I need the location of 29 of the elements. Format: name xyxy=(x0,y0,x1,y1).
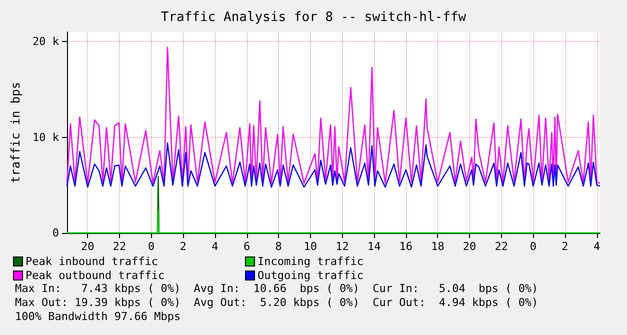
x-tick-label: 10 xyxy=(304,240,318,253)
x-tick-label: 22 xyxy=(494,240,508,253)
x-tick-label: 2 xyxy=(562,240,568,253)
x-tick-label: 20 xyxy=(81,240,94,253)
x-tick-label: 18 xyxy=(431,240,444,253)
legend-label: Outgoing traffic xyxy=(258,269,364,282)
x-tick-label: 4 xyxy=(594,240,601,253)
y-tick-label: 0 xyxy=(52,226,59,240)
y-tick-label: 10 k xyxy=(32,130,60,144)
legend-label: Peak inbound traffic xyxy=(26,255,158,268)
y-tick-label: 20 k xyxy=(32,35,60,48)
x-tick-label: 2 xyxy=(180,240,186,253)
text: Max Out: 19.39 kbps ( 0%) Avg Out: 5.20 kbps ( 0%) Cur Out: 4.94 kbps ( 0%) xyxy=(15,296,538,309)
x-tick-label: 12 xyxy=(336,240,349,253)
x-tick-label: 8 xyxy=(275,240,282,253)
x-tick-label: 6 xyxy=(243,240,250,253)
text: Max In: 7.43 kbps ( 0%) Avg In: 10.66 bps ( 0%) Cur In: 5.04 bps ( 0%) xyxy=(15,282,538,295)
x-tick-label: 16 xyxy=(399,240,413,253)
chart-title: Traffic Analysis for 8 -- switch-hl-ffw xyxy=(160,10,466,25)
x-tick-label: 0 xyxy=(148,240,155,253)
legend-label: Incoming traffic xyxy=(258,255,364,268)
x-tick-label: 22 xyxy=(112,240,126,253)
x-tick-label: 0 xyxy=(530,240,536,253)
text: 100% Bandwidth 97.66 Mbps xyxy=(15,310,181,323)
x-tick-label: 20 xyxy=(462,240,476,253)
x-tick-label: 4 xyxy=(212,240,219,253)
y-axis-title: traffic in bps xyxy=(8,82,23,184)
x-tick-label: 14 xyxy=(367,240,382,253)
legend-label: Peak outbound traffic xyxy=(26,269,165,282)
